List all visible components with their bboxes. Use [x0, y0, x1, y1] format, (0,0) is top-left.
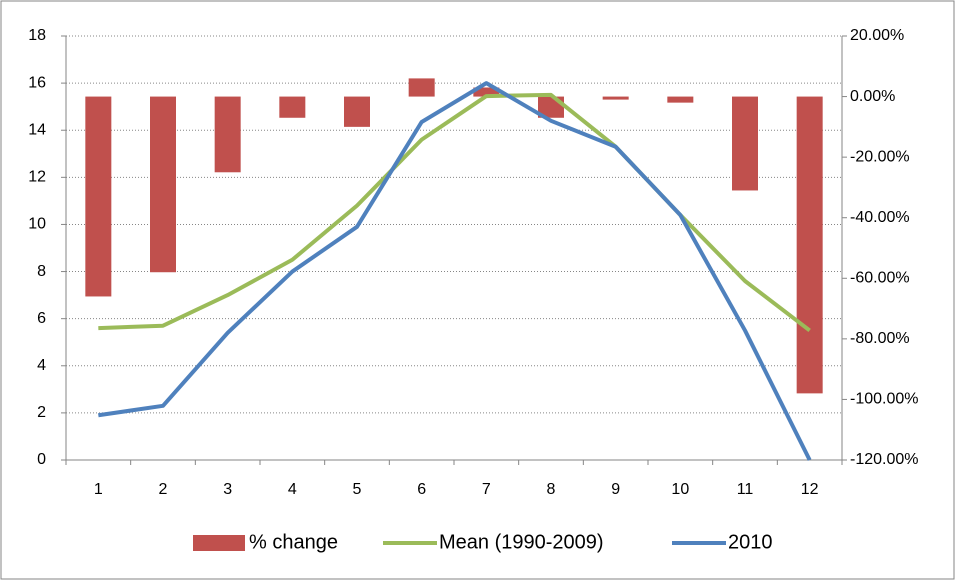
y-tick-label: 18 [28, 27, 46, 44]
bar [667, 96, 694, 103]
line [98, 81, 812, 461]
y2-tick-label: -40.00% [850, 209, 910, 226]
bar [279, 96, 306, 118]
y-tick-label: 4 [37, 357, 46, 374]
line [98, 92, 811, 333]
bar [473, 87, 500, 97]
y-tick-label: 12 [28, 169, 46, 186]
x-tick-label: 5 [353, 481, 362, 498]
bar [732, 96, 758, 191]
legend-label: Mean (1990-2009) [439, 531, 604, 553]
legend-swatch [193, 535, 245, 551]
x-tick-label: 12 [801, 481, 819, 498]
bar [602, 96, 629, 100]
y-tick-label: 0 [37, 451, 46, 468]
y2-tick-label: -60.00% [850, 270, 910, 287]
y-tick-label: 6 [37, 310, 46, 327]
bar [408, 78, 435, 97]
x-tick-label: 11 [737, 481, 754, 498]
bar [150, 96, 176, 273]
y2-tick-label: -20.00% [850, 148, 910, 165]
y2-tick-label: 0.00% [850, 88, 895, 105]
x-tick-label: 9 [611, 481, 620, 498]
x-tick-label: 2 [159, 481, 168, 498]
y-tick-label: 16 [28, 74, 46, 91]
y-tick-label: 2 [37, 404, 46, 421]
legend-label: % change [249, 531, 338, 553]
y-tick-label: 8 [37, 263, 46, 280]
x-tick-label: 7 [482, 481, 491, 498]
x-tick-label: 8 [547, 481, 556, 498]
y2-tick-label: -120.00% [850, 451, 919, 468]
bar [344, 96, 370, 127]
bar [796, 96, 823, 394]
y2-tick-label: -100.00% [850, 391, 919, 408]
y-tick-label: 10 [28, 216, 46, 233]
x-tick-label: 3 [223, 481, 232, 498]
bar [85, 96, 112, 297]
x-tick-label: 1 [94, 481, 103, 498]
y2-tick-label: -80.00% [850, 330, 910, 347]
y-tick-label: 14 [28, 121, 46, 138]
bar [214, 96, 241, 173]
x-tick-label: 10 [671, 481, 689, 498]
y2-tick-label: 20.00% [850, 27, 904, 44]
x-tick-label: 6 [417, 481, 426, 498]
legend-label: 2010 [728, 531, 773, 553]
x-tick-label: 4 [288, 481, 297, 498]
